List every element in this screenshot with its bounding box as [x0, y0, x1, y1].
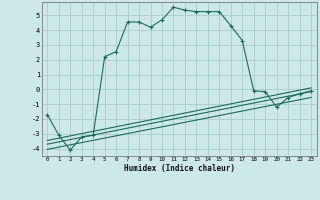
X-axis label: Humidex (Indice chaleur): Humidex (Indice chaleur): [124, 164, 235, 173]
